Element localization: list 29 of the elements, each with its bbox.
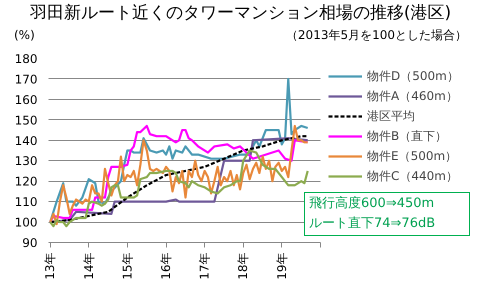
x-tick-label: 14年 bbox=[82, 252, 96, 280]
y-tick-label: 110 bbox=[14, 195, 38, 210]
y-tick-label: 120 bbox=[14, 174, 38, 189]
line-series bbox=[49, 149, 309, 228]
legend-label: 物件D（500m） bbox=[367, 68, 459, 84]
line-series bbox=[49, 78, 309, 224]
legend-label: 物件A（460m） bbox=[367, 88, 458, 104]
chart-title: 羽田新ルート近くのタワーマンション相場の推移(港区) bbox=[30, 2, 452, 25]
y-tick-label: 90 bbox=[22, 236, 38, 250]
y-tick-label: 180 bbox=[14, 52, 38, 66]
y-tick-label: 160 bbox=[14, 92, 38, 107]
x-tick-label: 16年 bbox=[159, 252, 174, 280]
legend-label: 港区平均 bbox=[367, 108, 415, 124]
y-tick-label: 140 bbox=[14, 134, 38, 148]
x-tick-label: 19年 bbox=[274, 252, 289, 280]
x-tick-label: 17年 bbox=[198, 252, 212, 280]
y-axis-title: (%) bbox=[14, 27, 35, 44]
y-tick-label: 130 bbox=[14, 154, 38, 168]
y-tick-label: 100 bbox=[14, 216, 38, 230]
legend-label: 物件B（直下） bbox=[367, 128, 448, 144]
x-tick-label: 15年 bbox=[120, 252, 134, 280]
y-tick-label: 150 bbox=[14, 113, 38, 128]
legend-label: 物件C（440m） bbox=[367, 168, 458, 184]
legend-label: 物件E（500m） bbox=[367, 148, 458, 164]
text: （2013年5月を100とした場合） bbox=[286, 27, 467, 44]
x-tick-label: 13年 bbox=[43, 252, 58, 280]
annotation: 飛行高度600⇒450m ルート直下74⇒76dB bbox=[309, 195, 436, 233]
x-tick-label: 18年 bbox=[236, 252, 250, 280]
y-tick-label: 170 bbox=[14, 72, 38, 86]
